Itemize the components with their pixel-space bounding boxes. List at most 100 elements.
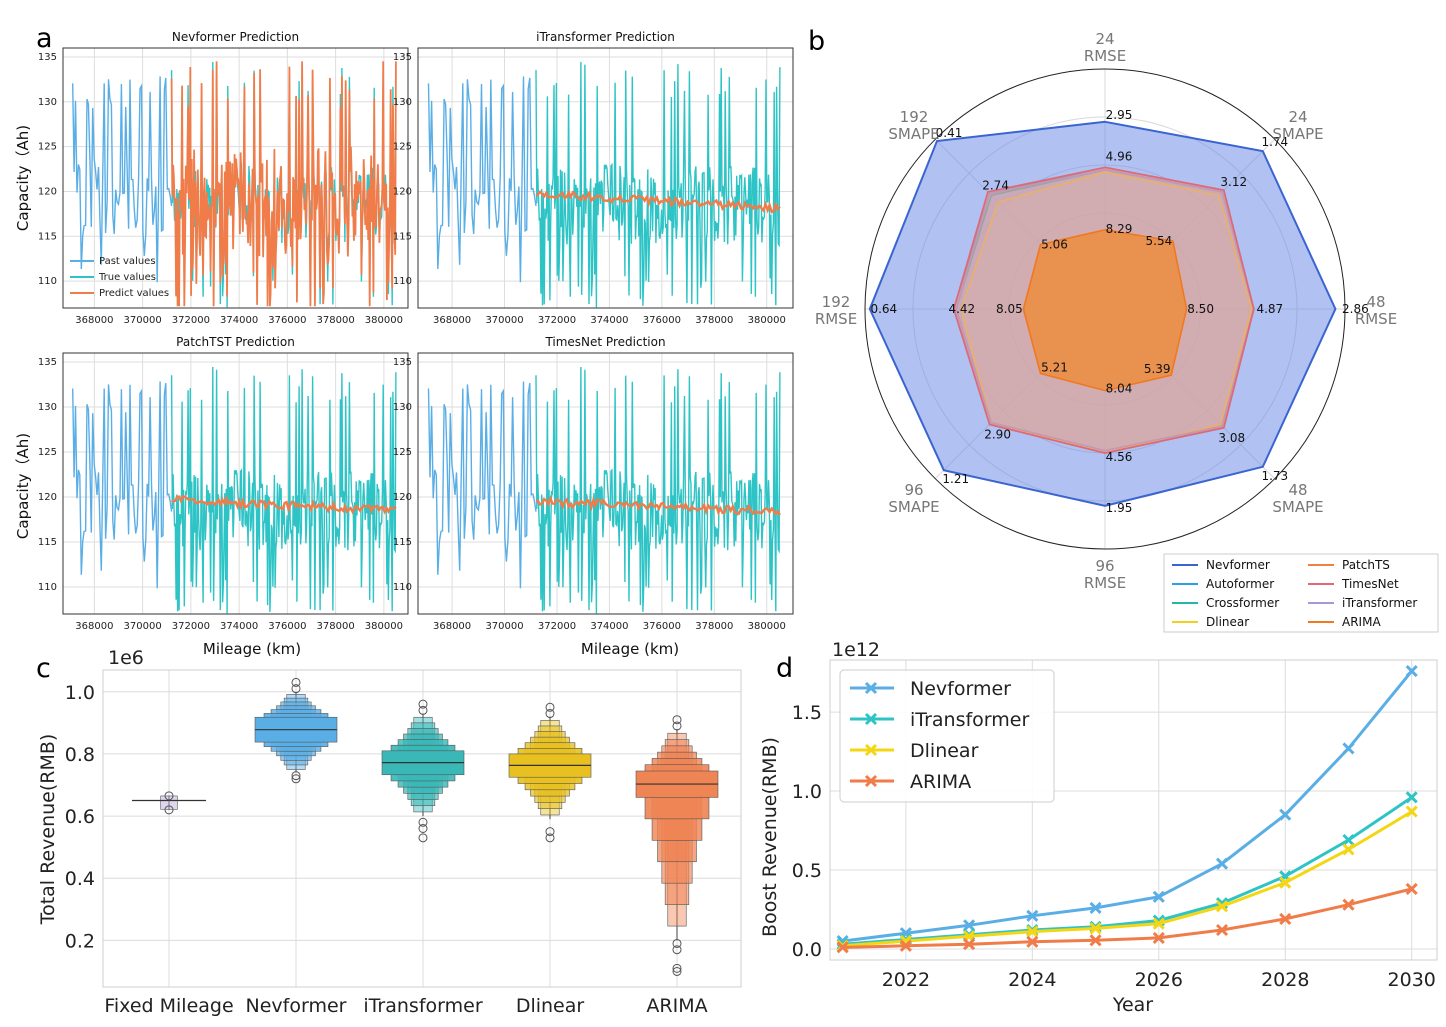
x-tick-label: 368000	[433, 315, 471, 326]
x-tick-label: Nevformer	[246, 995, 347, 1017]
x-axis-label: Year	[1112, 994, 1153, 1016]
x-tick-label: 380000	[365, 621, 403, 632]
data-point-marker	[836, 941, 849, 954]
y-axis-label: Boost Revenue(RMB)	[759, 737, 781, 937]
x-tick-label: 378000	[317, 621, 355, 632]
x-tick-label: 368000	[75, 315, 113, 326]
legend-label: Dlinear	[1206, 615, 1249, 629]
radar-axis-horizon: 192	[900, 108, 929, 126]
y-tick-label: 120	[38, 186, 57, 197]
x-tick-label: 380000	[365, 315, 403, 326]
radar-axis-metric: RMSE	[1084, 47, 1126, 65]
y-tick-label: 0.2	[65, 930, 95, 952]
x-tick-label: 2026	[1135, 969, 1183, 991]
predict-values-line	[535, 495, 781, 516]
y-axis-label: Capacity（Ah)	[14, 125, 32, 231]
radar-axis-metric: RMSE	[815, 310, 857, 328]
plot-frame	[829, 659, 1438, 961]
data-point-marker	[1405, 664, 1418, 678]
legend-marker	[864, 743, 878, 757]
legend-label: Predict values	[99, 288, 169, 299]
y-tick-label: 110	[393, 276, 412, 287]
data-point-marker	[1405, 805, 1418, 818]
radar-legend: Nevformer Autoformer Crossformer Dlinear Pat…	[1163, 553, 1439, 633]
y-tick-label: 120	[393, 492, 412, 503]
radar-axis-horizon: 48	[1366, 293, 1385, 311]
radar-value-label: 5.39	[1144, 362, 1171, 376]
legend-label: iTransformer	[1342, 596, 1417, 610]
radar-value-label: 5.54	[1146, 234, 1173, 248]
radar-value-label: 2.90	[984, 427, 1011, 441]
true-values-line	[535, 61, 781, 308]
legend-marker	[864, 681, 878, 695]
outlier-point	[672, 945, 682, 955]
series-line	[842, 810, 1413, 948]
y-tick-label: 120	[393, 186, 412, 197]
panel-letter-a: a	[36, 23, 53, 54]
radar-value-label: 5.06	[1041, 238, 1068, 252]
data-point-marker	[1279, 912, 1292, 926]
radar-value-label: 8.05	[996, 302, 1023, 316]
plot-frame	[62, 352, 409, 615]
subplot-3: 368000 370000 372000 374000 376000 378000 3800…	[393, 335, 794, 632]
series-arima	[836, 882, 1418, 954]
panel-letter-c: c	[36, 653, 51, 684]
subplot-1: 368000 370000 372000 374000 376000 378000 3800…	[393, 30, 794, 326]
x-tick-label: 380000	[748, 315, 786, 326]
y-tick-label: 125	[393, 447, 412, 458]
legend-label: Dlinear	[910, 740, 979, 762]
past-values-line	[72, 76, 173, 283]
y-tick-label: 120	[38, 492, 57, 503]
legend-label: Autoformer	[1206, 577, 1274, 591]
y-tick-label: 1.0	[792, 781, 822, 803]
x-tick-label: 372000	[538, 315, 576, 326]
data-point-marker	[1152, 890, 1165, 903]
subplot-2: 368000 370000 372000 374000 376000 378000 3800…	[38, 335, 409, 632]
true-values-line	[535, 366, 781, 614]
radar-axis-metric: SMAPE	[1272, 498, 1323, 516]
legend-label: Nevformer	[910, 678, 1011, 700]
outlier-point	[672, 715, 682, 725]
x-tick-label: 2024	[1008, 969, 1056, 991]
true-values-line	[170, 366, 397, 614]
boxen-3	[508, 702, 592, 843]
y-tick-label: 0.0	[792, 939, 822, 961]
data-point-marker	[1342, 742, 1355, 755]
boxen-1	[254, 677, 338, 784]
y-tick-label: 125	[393, 142, 412, 153]
radar-value-label: 0.64	[870, 302, 897, 316]
y-tick-label: 115	[393, 537, 412, 548]
legend-frame	[839, 669, 1055, 803]
outlier-point	[545, 702, 555, 712]
panel-a-capacity-predictions: 368000 370000 372000 374000 376000 378000 3800…	[14, 30, 794, 658]
y-tick-label: 115	[38, 231, 57, 242]
legend: Nevformer iTransformer Dlinear ARIMA	[839, 669, 1055, 803]
x-tick-label: 368000	[433, 621, 471, 632]
radar-axis-horizon: 96	[1095, 557, 1114, 575]
y-scale-label: 1e6	[108, 647, 144, 669]
data-point-marker	[1152, 931, 1165, 944]
data-point-marker	[1026, 935, 1039, 948]
boxen-layer	[160, 795, 178, 810]
outlier-point	[291, 684, 301, 694]
radar-polygon-arima	[1022, 228, 1188, 392]
radar-value-label: 4.56	[1106, 450, 1133, 464]
radar-outer-ring	[864, 68, 1346, 550]
outlier-point	[418, 824, 428, 833]
legend-frame	[1163, 553, 1439, 633]
radar-value-label: 5.21	[1041, 360, 1068, 374]
y-axis-label: Total Revenue(RMB)	[37, 734, 59, 926]
data-point-marker	[1215, 923, 1229, 937]
radar-axis-horizon: 24	[1095, 30, 1114, 48]
panel-d-boost-revenue: 2022 2024 2026 2028 2030 0.0 0.5 1.0 1.5 1e12 Year…	[759, 639, 1438, 1016]
y-axis-label: Capacity（Ah)	[14, 433, 32, 539]
x-tick-label: 376000	[268, 315, 306, 326]
x-tick-label: 370000	[124, 315, 162, 326]
subplot-0: 368000 370000 372000 374000 376000 378000 3800…	[38, 30, 409, 326]
outlier-point	[291, 774, 301, 784]
radar-value-label: 0.41	[936, 126, 963, 140]
y-tick-label: 125	[38, 447, 57, 458]
plot-frame	[417, 352, 794, 615]
data-point-marker	[1026, 909, 1039, 922]
